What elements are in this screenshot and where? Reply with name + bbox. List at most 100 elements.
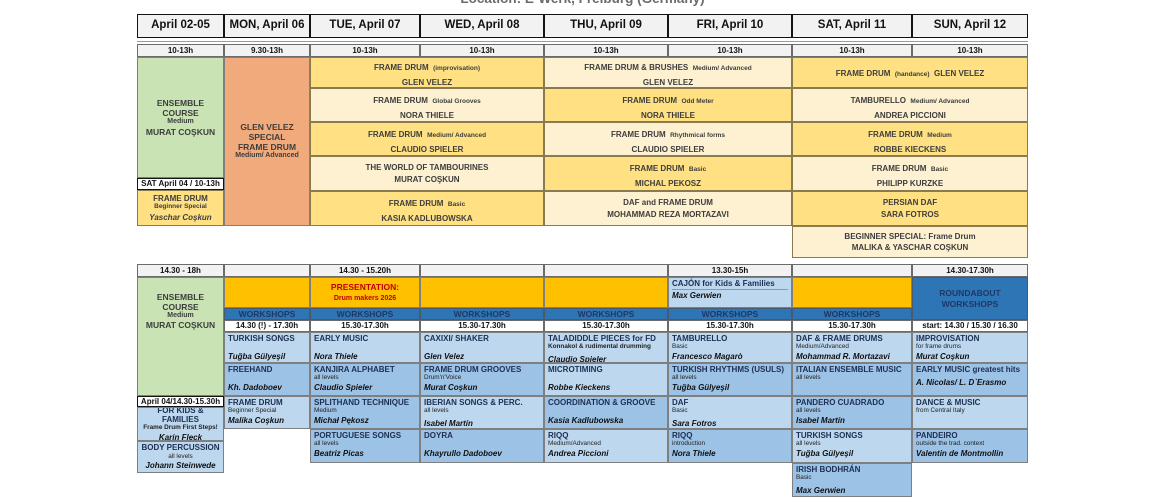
workshop-time-mon: 14.30 (!) - 17.30h <box>224 320 310 332</box>
workshop-title: DANCE & MUSIC <box>916 398 981 407</box>
workshop-iberian-songs-perc: IBERIAN SONGS & PERC. all levels Isabel … <box>420 396 544 429</box>
day-header-sat: SAT, April 11 <box>792 14 912 38</box>
workshop-title: TAMBURELLO <box>672 334 728 343</box>
workshop-teacher: Malika Coşkun <box>228 415 285 425</box>
session-title-line: TAMBURELLO Medium/ Advanced <box>851 90 970 109</box>
session-frame-drum-handance: FRAME DRUM (handance) GLEN VELEZ <box>792 57 1028 88</box>
session-tag: Rhythmical forms <box>670 131 726 139</box>
session-glen-velez-special: GLEN VELEZ SPECIAL FRAME DRUM Medium/ Ad… <box>224 57 310 226</box>
session-frame-drum-medium-robbe: FRAME DRUM Medium ROBBE KIECKENS <box>792 122 1028 156</box>
session-title: CAJÓN for Kids & Families <box>672 279 788 291</box>
workshop-teacher: Robbe Kieckens <box>548 383 611 393</box>
session-world-of-tambourines: THE WORLD OF TAMBOURINES MURAT COŞKUN <box>310 156 544 191</box>
workshop-level: all levels <box>796 407 821 415</box>
time-cell-morning-4: 10-13h <box>544 44 668 57</box>
workshop-title: FOR KIDS & FAMILIES <box>157 407 204 425</box>
workshop-title: ITALIAN ENSEMBLE MUSIC <box>796 365 902 374</box>
session-teacher: MOHAMMAD REZA MORTAZAVI <box>607 209 729 219</box>
session-teacher: CLAUDIO SPIELER <box>390 144 464 154</box>
workshop-title: SPLITHAND TECHNIQUE <box>314 398 410 407</box>
workshop-riqq-introduction: RIQQ introduction Nora Thiele <box>668 429 792 463</box>
workshop-teacher: Andrea Piccioni <box>548 448 609 458</box>
session-frame-drum-global-grooves: FRAME DRUM Global Grooves NORA THIELE <box>310 88 544 122</box>
workshop-teacher: Valentin de Montmollin <box>916 448 1004 458</box>
workshop-caxixi-shaker: CAXIXI/ SHAKER Glen Velez <box>420 332 544 363</box>
session-teacher: CLAUDIO SPIELER <box>631 144 705 154</box>
workshop-level: all levels <box>672 374 697 382</box>
workshop-turkish-songs-sat: TURKISH SONGS all levels Tuğba Gülyeşil <box>792 429 912 463</box>
workshop-title: DOYRA <box>424 431 453 440</box>
time-cell-afternoon-wed <box>420 264 544 277</box>
amber-band-wed <box>420 277 544 308</box>
workshop-turkish-songs-mon: TURKISH SONGS Tuğba Gülyeşil <box>224 332 310 363</box>
workshop-title: FREEHAND <box>228 365 273 374</box>
workshop-title: PANDEIRO <box>916 431 958 440</box>
header-divider <box>137 41 1028 42</box>
workshop-teacher: A. Nicolas/ L. D`Erasmo <box>916 378 1007 388</box>
day-header-thu: THU, April 09 <box>544 14 668 38</box>
workshop-teacher: Michał Pękosz <box>314 415 369 425</box>
workshop-level: Basic <box>672 343 688 351</box>
session-teacher: GLEN VELEZ <box>934 69 985 79</box>
session-teacher: SARA FOTROS <box>881 209 939 219</box>
workshop-title: TURKISH SONGS <box>796 431 863 440</box>
session-teacher: MURAT COŞKUN <box>145 126 216 137</box>
day-header-sun: SUN, April 12 <box>912 14 1028 38</box>
workshop-teacher: Claudio Spieler <box>548 354 607 363</box>
workshops-header-thu: WORKSHOPS <box>544 308 668 320</box>
session-title-line: FRAME DRUM Rhythmical forms <box>611 124 725 143</box>
workshop-level: Beginner Special <box>228 407 277 415</box>
presentation-subtitle: Drum makers 2026 <box>333 294 397 302</box>
session-level: Medium <box>167 312 194 320</box>
time-cell-morning-2: 10-13h <box>310 44 420 57</box>
session-teacher: Yaschar Coşkun <box>149 212 212 222</box>
session-frame-drum-medium-advanced: FRAME DRUM Medium/ Advanced CLAUDIO SPIE… <box>310 122 544 156</box>
workshop-teacher: Kh. Dadoboev <box>228 383 282 393</box>
session-title-line: FRAME DRUM Medium <box>868 124 952 143</box>
workshop-title: BODY PERCUSSION <box>141 443 220 453</box>
session-tag: Medium/ Advanced <box>427 131 487 139</box>
workshop-riqq-thu: RIQQ Medium/Advanced Andrea Piccioni <box>544 429 668 463</box>
workshop-title: TALADIDDLE PIECES for FD <box>548 334 656 343</box>
workshop-for-kids-families: FOR KIDS & FAMILIES Frame Drum First Ste… <box>137 407 224 441</box>
workshop-level: outside the trad. context <box>916 440 985 448</box>
amber-band-mon <box>224 277 310 308</box>
workshop-title: PANDERO CUADRADO <box>796 398 885 407</box>
session-daf-and-frame-drum: DAF and FRAME DRUM MOHAMMAD REZA MORTAZA… <box>544 191 792 226</box>
session-level: Medium/ Advanced <box>235 152 299 160</box>
workshop-microtiming: MICROTIMING Robbe Kieckens <box>544 363 668 396</box>
workshop-title: FRAME DRUM <box>228 398 283 407</box>
session-teacher: MURAT COŞKUN <box>394 174 460 184</box>
workshop-title: PORTUGUESE SONGS <box>314 431 402 440</box>
workshop-title: MICROTIMING <box>548 365 603 374</box>
workshop-doyra: DOYRA Khayrullo Dadoboev <box>420 429 544 463</box>
day-header-mon: MON, April 06 <box>224 14 310 38</box>
session-teacher: GLEN VELEZ <box>401 78 453 88</box>
workshop-portuguese-songs: PORTUGUESE SONGS all levels Beatriz Pica… <box>310 429 420 463</box>
session-title-line: FRAME DRUM Basic <box>389 193 465 212</box>
roundabout-line2: WORKSHOPS <box>941 298 999 309</box>
workshop-teacher: Kasia Kadlubowska <box>548 416 624 426</box>
time-cell-morning-1: 9.30-13h <box>224 44 310 57</box>
workshop-level: Frame Drum First Steps! <box>143 424 218 432</box>
workshop-early-music-greatest-hits: EARLY MUSIC greatest hits A. Nicolas/ L.… <box>912 363 1028 396</box>
session-title: FRAME DRUM & BRUSHES <box>584 63 689 73</box>
workshop-daf-basic: DAF Basic Sara Fotros <box>668 396 792 429</box>
workshop-teacher: Khayrullo Dadoboev <box>424 449 502 459</box>
session-frame-drum-beginner-special: FRAME DRUM Beginner Special Yaschar Coşk… <box>137 190 224 226</box>
session-title-line: FRAME DRUM Global Grooves <box>373 90 481 109</box>
session-frame-drum-odd-meter: FRAME DRUM Odd Meter NORA THIELE <box>544 88 792 122</box>
roundabout-workshops-cell: ROUNDABOUT WORKSHOPS <box>912 277 1028 320</box>
session-ensemble-course-morning: ENSEMBLE COURSE Medium MURAT COŞKUN <box>137 57 224 178</box>
session-title: FRAME DRUM <box>610 129 666 139</box>
session-teacher: MURAT COŞKUN <box>145 320 216 331</box>
workshops-header-tue: WORKSHOPS <box>310 308 420 320</box>
session-title-line: FRAME DRUM Medium/ Advanced <box>368 124 486 143</box>
session-teacher: NORA THIELE <box>400 110 454 120</box>
workshop-pandero-cuadrado: PANDERO CUADRADO all levels Isabel Martí… <box>792 396 912 429</box>
workshop-title: EARLY MUSIC greatest hits <box>916 365 1021 374</box>
workshop-teacher: Johann Steinwede <box>145 461 216 471</box>
session-ensemble-course-afternoon: ENSEMBLE COURSE Medium MURAT COŞKUN <box>137 277 224 396</box>
session-tamburello: TAMBURELLO Medium/ Advanced ANDREA PICCI… <box>792 88 1028 122</box>
session-level: Medium <box>167 118 194 126</box>
